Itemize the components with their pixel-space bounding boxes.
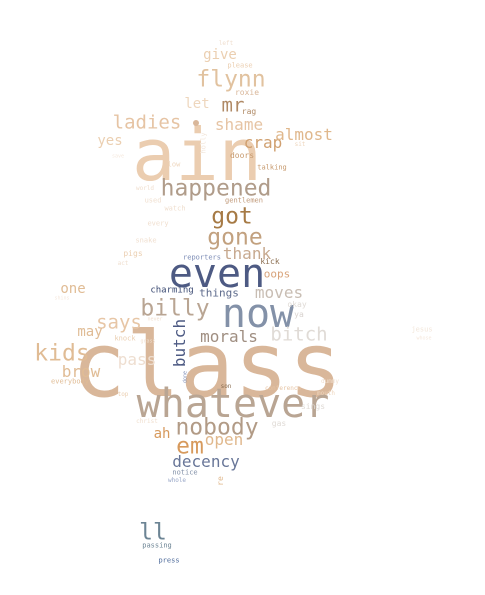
word-kids: kids [34, 340, 90, 367]
word-even: even [168, 251, 266, 297]
word-one: one [60, 281, 86, 297]
word-may: may [77, 324, 103, 340]
word-ah: ah [153, 426, 171, 442]
word-class: class [71, 313, 343, 418]
word-sit: sit [294, 141, 306, 148]
word-shame: shame [214, 115, 264, 134]
word-nobody: nobody [175, 414, 259, 441]
word-conference: conference [264, 385, 302, 392]
word-pass: pass [117, 350, 157, 369]
word-christ: christ [136, 418, 158, 425]
word-got: got [211, 203, 253, 230]
word-passing: passing [142, 541, 172, 550]
word-okay: okay [287, 300, 307, 309]
word-son: son [220, 383, 232, 390]
word-ain: ain [131, 113, 263, 197]
word-every: every [147, 219, 169, 228]
word-things: things [199, 286, 239, 300]
word-world: world [135, 185, 155, 192]
word-crap: crap [243, 133, 283, 152]
word-brow: brow [61, 362, 101, 381]
word-act: act [117, 260, 129, 267]
word-says: says [96, 311, 142, 334]
word-re: re [216, 476, 225, 486]
word-ya: ya [294, 310, 304, 319]
word-done: done [182, 370, 189, 384]
word-gas: gas [271, 419, 287, 428]
word-save: save [111, 153, 125, 160]
word-dummy: dummy [320, 378, 340, 385]
word-let: let [184, 96, 210, 112]
word-oops: oops [263, 267, 291, 281]
word-butch: butch [170, 318, 189, 368]
word-low: low [167, 160, 181, 169]
word-thank: thank [222, 244, 272, 263]
word-rag: rag [241, 107, 257, 116]
word-watch: watch [164, 204, 186, 213]
word-reporters: reporters [183, 253, 221, 262]
word-never: never [147, 316, 163, 323]
word-press: press [158, 556, 180, 565]
word-ll: ll [139, 519, 167, 546]
word-gentlemen: gentlemen [225, 196, 263, 205]
word-notice: notice [172, 468, 198, 477]
word-jesus: jesus [411, 325, 433, 334]
word-billy: billy [140, 295, 210, 322]
word-sings: sings [300, 402, 326, 411]
word-snake: snake [135, 236, 157, 245]
word-open: open [204, 430, 244, 449]
word-grass: grass [140, 338, 156, 345]
word-decency: decency [172, 452, 240, 471]
word-pigs: pigs [123, 249, 143, 258]
word-whatever: whatever [136, 381, 330, 427]
word-left: left [218, 40, 234, 47]
word-gone: gone [207, 224, 263, 251]
word-everybody: everybody [51, 377, 89, 386]
word-top: top [117, 391, 129, 398]
word-morals: morals [200, 327, 258, 346]
word-give: give [203, 47, 237, 63]
word-bitch: bitch [270, 323, 328, 346]
word-mr: mr [221, 94, 245, 117]
word-whose: whose [416, 335, 432, 342]
word-almost: almost [275, 125, 333, 144]
word-moves: moves [254, 283, 304, 302]
word-now: now [221, 291, 295, 337]
word-ladies: ladies [112, 111, 182, 134]
word-mouth: mouth [316, 390, 336, 397]
word-knock: knock [114, 334, 136, 343]
dot-mark [193, 120, 199, 126]
word-happened: happened [160, 175, 272, 202]
word-talking: talking [257, 163, 287, 172]
word-please: please [227, 61, 253, 70]
word-charming: charming [150, 285, 194, 296]
word-doors: doors [229, 151, 255, 160]
word-holly: holly [199, 132, 208, 154]
word-flynn: flynn [196, 66, 266, 93]
word-shins: shins [54, 295, 70, 302]
word-roxie: roxie [234, 88, 260, 97]
word-yes: yes [97, 133, 123, 149]
word-kick: kick [260, 257, 280, 266]
word-whole: whole [167, 477, 187, 484]
word-em: em [176, 433, 204, 460]
word-used: used [144, 196, 162, 205]
